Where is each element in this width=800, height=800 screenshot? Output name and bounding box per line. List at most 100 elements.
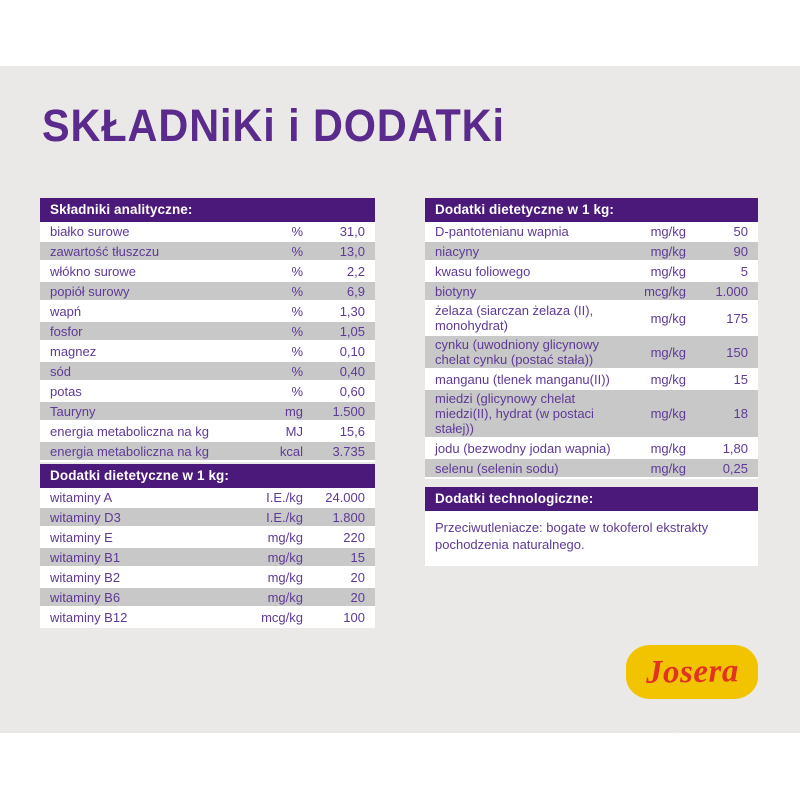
row-unit: mg/kg (650, 371, 686, 387)
row-label: manganu (tlenek manganu(II)) (435, 371, 610, 387)
row-label: magnez (50, 343, 97, 359)
row-unit: mg/kg (650, 243, 686, 259)
row-value: 1.500 (332, 403, 365, 419)
josera-logo-text: Josera (645, 652, 739, 691)
analytical-rows: białko surowe % 31,0 zawartość tłuszczu … (40, 222, 375, 462)
table-row: zawartość tłuszczu % 13,0 (40, 242, 375, 262)
table-row: Tauryny mg 1.500 (40, 402, 375, 422)
table-row: selenu (selenin sodu) mg/kg 0,25 (425, 459, 758, 479)
josera-logo: Josera (626, 645, 758, 699)
row-value: 1,30 (339, 303, 365, 319)
row-label: witaminy B2 (50, 569, 121, 585)
row-unit: MJ (285, 423, 303, 439)
row-unit: mg/kg (267, 529, 303, 545)
row-value: 220 (343, 529, 365, 545)
row-value: 90 (733, 243, 748, 259)
row-label: energia metaboliczna na kg (50, 423, 209, 439)
row-value: 15 (350, 549, 365, 565)
row-label: żelaza (siarczan żelaza (II), monohydrat… (435, 303, 594, 333)
row-value: 50 (733, 223, 748, 239)
row-label: D-pantotenianu wapnia (435, 223, 569, 239)
row-value: 0,40 (339, 363, 365, 379)
row-value: 13,0 (339, 243, 365, 259)
row-label: miedzi (glicynowy chelat miedzi(II), hyd… (435, 391, 594, 436)
row-unit: % (291, 363, 303, 379)
row-unit: % (291, 243, 303, 259)
row-label: witaminy B12 (50, 609, 128, 625)
row-unit: kcal (279, 443, 303, 459)
technological-body: Przeciwutleniacze: bogate w tokoferol ek… (425, 511, 758, 566)
row-label: włókno surowe (50, 263, 136, 279)
row-label: cynku (uwodniony glicynowy chelat cynku … (435, 337, 600, 367)
row-label: zawartość tłuszczu (50, 243, 160, 259)
table-row: popiół surowy % 6,9 (40, 282, 375, 302)
row-value: 1.800 (332, 509, 365, 525)
row-unit: % (291, 303, 303, 319)
row-value: 18 (733, 406, 748, 421)
row-value: 100 (343, 609, 365, 625)
row-unit: mg/kg (650, 440, 686, 456)
row-value: 2,2 (346, 263, 365, 279)
right-column: Dodatki dietetyczne w 1 kg: D-pantotenia… (425, 198, 758, 568)
row-label: fosfor (50, 323, 83, 339)
table-row: potas % 0,60 (40, 382, 375, 402)
table-row: witaminy B6 mg/kg 20 (40, 588, 375, 608)
row-label: witaminy B6 (50, 589, 121, 605)
row-label: Tauryny (50, 403, 96, 419)
row-unit: mg/kg (650, 223, 686, 239)
table-row: miedzi (glicynowy chelat miedzi(II), hyd… (425, 390, 758, 439)
row-unit: mg/kg (267, 589, 303, 605)
table-row: biotyny mcg/kg 1.000 (425, 282, 758, 302)
row-unit: % (291, 223, 303, 239)
left-column: Składniki analityczne: białko surowe % 3… (40, 198, 375, 630)
table-row: witaminy E mg/kg 220 (40, 528, 375, 548)
row-value: 24.000 (325, 489, 365, 505)
row-unit: % (291, 263, 303, 279)
row-value: 0,25 (722, 460, 748, 476)
analytical-section: Składniki analityczne: białko surowe % 3… (40, 198, 375, 462)
technological-header: Dodatki technologiczne: (425, 487, 758, 511)
row-value: 15,6 (339, 423, 365, 439)
row-value: 5 (740, 263, 748, 279)
row-value: 31,0 (339, 223, 365, 239)
row-unit: mg (284, 403, 303, 419)
table-row: żelaza (siarczan żelaza (II), monohydrat… (425, 302, 758, 336)
technological-section: Dodatki technologiczne: Przeciwutleniacz… (425, 487, 758, 566)
table-row: D-pantotenianu wapnia mg/kg 50 (425, 222, 758, 242)
row-unit: mcg/kg (644, 283, 686, 299)
table-row: kwasu foliowego mg/kg 5 (425, 262, 758, 282)
dietary-rows: D-pantotenianu wapnia mg/kg 50 niacyny m… (425, 222, 758, 479)
table-row: sód % 0,40 (40, 362, 375, 382)
row-value: 150 (726, 344, 748, 360)
row-value: 15 (733, 371, 748, 387)
analytical-header: Składniki analityczne: (40, 198, 375, 222)
table-row: włókno surowe % 2,2 (40, 262, 375, 282)
row-label: wapń (50, 303, 82, 319)
table-row: fosfor % 1,05 (40, 322, 375, 342)
row-label: białko surowe (50, 223, 130, 239)
row-unit: mg/kg (650, 344, 686, 360)
page-title: SKŁADNiKi i DODATKi (42, 100, 505, 151)
table-row: witaminy A I.E./kg 24.000 (40, 488, 375, 508)
row-unit: mg/kg (650, 310, 686, 326)
row-value: 3.735 (332, 443, 365, 459)
row-label: niacyny (435, 243, 480, 259)
table-row: jodu (bezwodny jodan wapnia) mg/kg 1,80 (425, 439, 758, 459)
row-label: selenu (selenin sodu) (435, 460, 559, 476)
row-value: 1,05 (339, 323, 365, 339)
row-label: witaminy B1 (50, 549, 121, 565)
row-label: potas (50, 383, 82, 399)
row-value: 175 (726, 310, 748, 326)
table-row: wapń % 1,30 (40, 302, 375, 322)
row-value: 0,10 (339, 343, 365, 359)
row-unit: mg/kg (650, 406, 686, 421)
row-label: energia metaboliczna na kg (50, 443, 209, 459)
table-row: witaminy B12 mcg/kg 100 (40, 608, 375, 628)
row-label: witaminy E (50, 529, 113, 545)
row-unit: % (291, 343, 303, 359)
dietary-header: Dodatki dietetyczne w 1 kg: (425, 198, 758, 222)
row-unit: mg/kg (650, 460, 686, 476)
row-unit: I.E./kg (266, 509, 303, 525)
table-row: witaminy B2 mg/kg 20 (40, 568, 375, 588)
row-value: 0,60 (339, 383, 365, 399)
